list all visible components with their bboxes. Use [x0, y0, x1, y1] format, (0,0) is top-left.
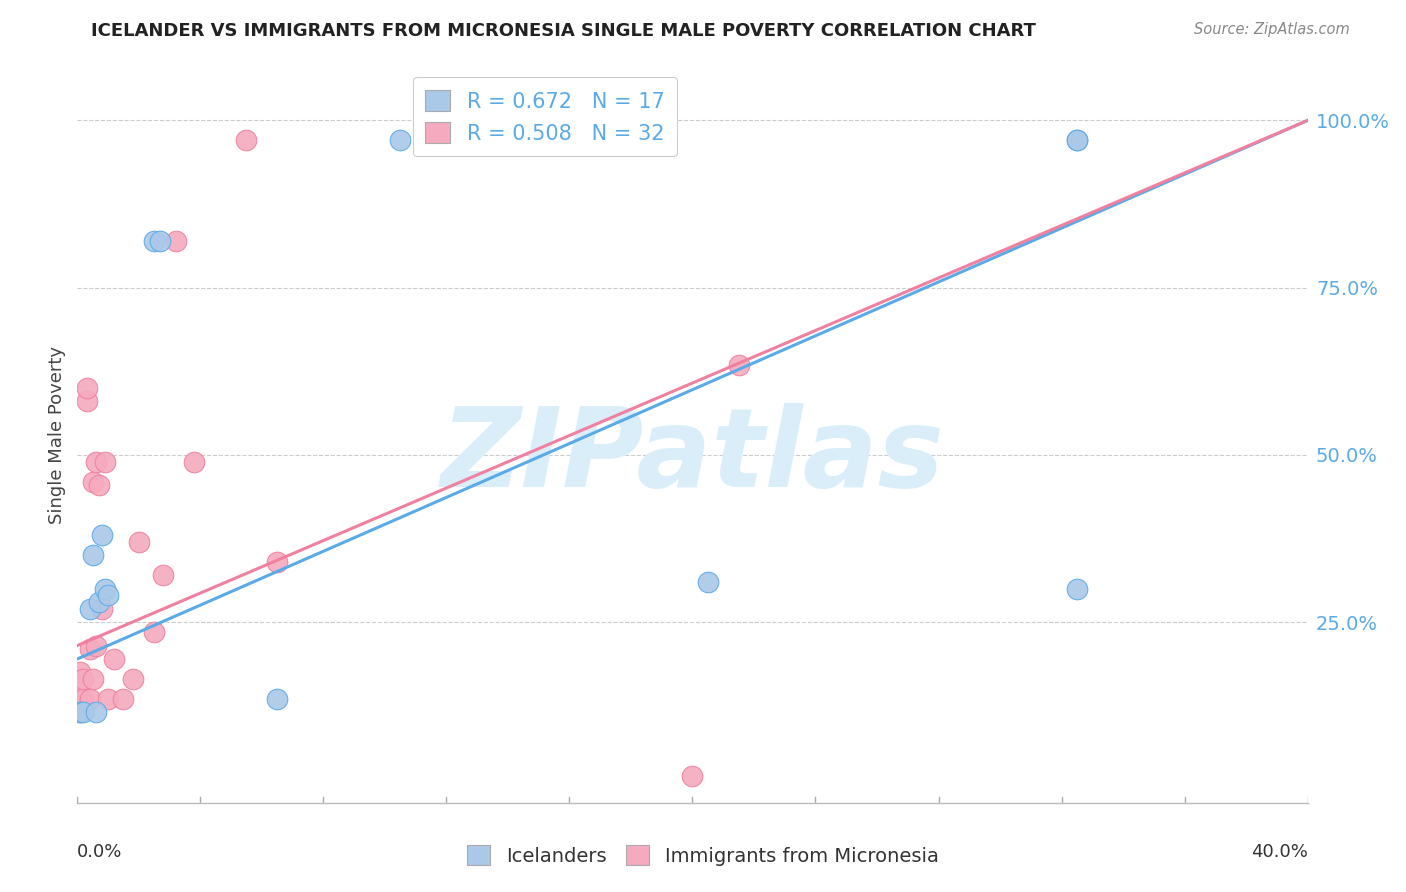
Point [97, 692, 120, 706]
Text: Source: ZipAtlas.com: Source: ZipAtlas.com [1194, 22, 1350, 37]
Point [128, 534, 150, 549]
Point [112, 692, 135, 706]
Point [69, 679, 91, 693]
Text: ZIPatlas: ZIPatlas [440, 403, 945, 510]
Point [90, 601, 114, 615]
Point [682, 769, 704, 783]
Point [94, 582, 117, 596]
Point [82, 548, 104, 563]
Point [727, 358, 749, 372]
Point [266, 692, 288, 706]
Point [69, 665, 91, 680]
Point [165, 234, 187, 248]
Point [143, 625, 166, 640]
Point [1066, 582, 1088, 596]
Point [103, 652, 125, 666]
Point [87, 478, 110, 492]
Point [121, 672, 143, 686]
Point [235, 133, 257, 147]
Point [183, 454, 205, 469]
Text: 0.0%: 0.0% [77, 843, 122, 862]
Point [69, 706, 91, 720]
Legend: R = 0.672   N = 17, R = 0.508   N = 32: R = 0.672 N = 17, R = 0.508 N = 32 [412, 78, 678, 156]
Point [72, 672, 94, 686]
Point [696, 574, 718, 589]
Point [84, 639, 107, 653]
Point [72, 706, 94, 720]
Point [69, 706, 91, 720]
Text: ICELANDER VS IMMIGRANTS FROM MICRONESIA SINGLE MALE POVERTY CORRELATION CHART: ICELANDER VS IMMIGRANTS FROM MICRONESIA … [91, 22, 1036, 40]
Point [266, 555, 288, 569]
Point [1066, 133, 1088, 147]
Text: 40.0%: 40.0% [1251, 843, 1308, 862]
Point [1066, 133, 1088, 147]
Point [389, 133, 412, 147]
Point [152, 568, 174, 582]
Point [143, 234, 166, 248]
Point [90, 528, 114, 542]
Point [82, 475, 104, 489]
Point [82, 672, 104, 686]
Point [72, 692, 94, 706]
Point [94, 454, 117, 469]
Legend: Icelanders, Immigrants from Micronesia: Icelanders, Immigrants from Micronesia [460, 838, 946, 873]
Point [512, 133, 534, 147]
Point [496, 133, 519, 147]
Point [69, 692, 91, 706]
Y-axis label: Single Male Poverty: Single Male Poverty [48, 346, 66, 524]
Point [87, 595, 110, 609]
Point [84, 706, 107, 720]
Point [84, 454, 107, 469]
Point [76, 394, 98, 409]
Point [149, 234, 172, 248]
Point [97, 589, 120, 603]
Point [79, 692, 101, 706]
Point [79, 601, 101, 615]
Point [76, 381, 98, 395]
Point [79, 642, 101, 657]
